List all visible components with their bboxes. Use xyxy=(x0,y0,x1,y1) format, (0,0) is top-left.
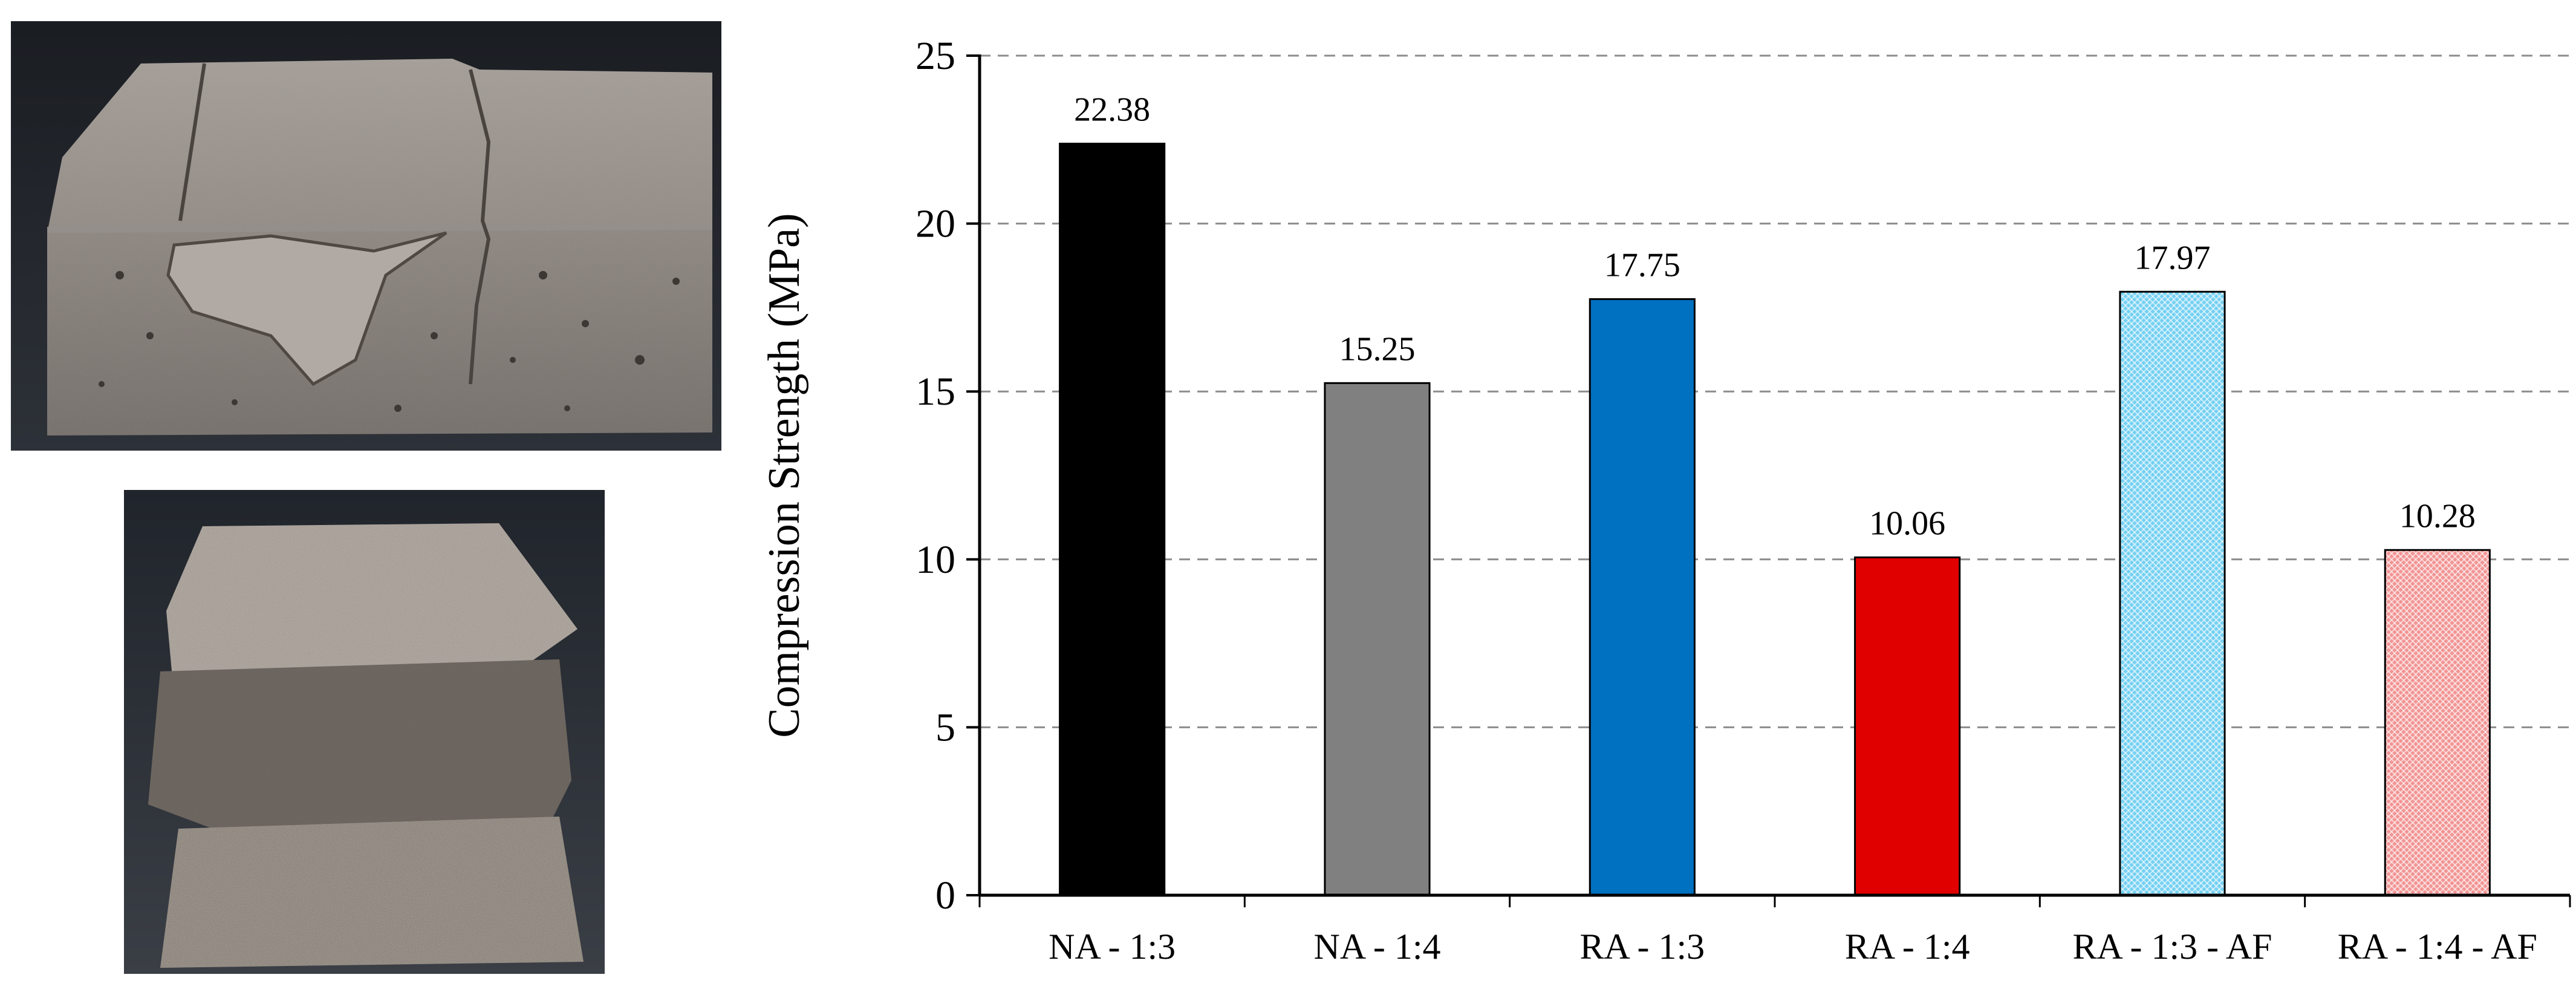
bar-2 xyxy=(1324,382,1431,896)
y-tick-label: 15 xyxy=(916,370,955,414)
bar-chart-svg: 0 5 10 15 20 25 22.38 NA - 1:3 15.25 NA - 1:4 17.7… xyxy=(759,34,2571,967)
bar-5 xyxy=(2119,290,2226,896)
category-label-3: RA - 1:3 xyxy=(1579,927,1705,967)
category-label-1: NA - 1:3 xyxy=(1049,927,1176,967)
axes xyxy=(966,54,2571,907)
category-label-2: NA - 1:4 xyxy=(1314,927,1441,967)
bar-3 xyxy=(1589,298,1696,896)
data-label-5: 17.97 xyxy=(2135,239,2211,276)
gridlines xyxy=(980,54,2570,728)
category-label-6: RA - 1:4 - AF xyxy=(2338,927,2537,967)
bar-4 xyxy=(1854,556,1961,896)
y-axis-title: Compression Strength (MPa) xyxy=(759,213,809,737)
bar-6 xyxy=(2384,549,2491,896)
y-tick-label: 20 xyxy=(916,202,955,246)
data-label-2: 15.25 xyxy=(1339,330,1416,368)
compression-strength-chart: 0 5 10 15 20 25 22.38 NA - 1:3 15.25 NA - 1:4 17.7… xyxy=(726,0,2576,992)
bar-1 xyxy=(1059,142,1166,896)
data-label-1: 22.38 xyxy=(1074,91,1150,128)
crushed-mortar-prism-photo xyxy=(124,490,605,974)
cracked-mortar-prism-photo xyxy=(11,21,721,451)
category-label-4: RA - 1:4 xyxy=(1845,927,1970,967)
y-tick-label: 10 xyxy=(916,538,955,582)
bars xyxy=(1059,142,2491,896)
y-tick-label: 5 xyxy=(935,705,955,749)
data-label-3: 17.75 xyxy=(1604,247,1680,284)
data-label-6: 10.28 xyxy=(2399,497,2476,535)
y-tick-label: 0 xyxy=(935,873,955,918)
labels: 0 5 10 15 20 25 22.38 NA - 1:3 15.25 NA - 1:4 17.7… xyxy=(916,34,2537,967)
crushed-prism-illustration xyxy=(124,490,605,974)
cracked-prism-illustration xyxy=(11,21,721,451)
y-tick-label: 25 xyxy=(916,34,955,78)
category-label-5: RA - 1:3 - AF xyxy=(2072,927,2272,967)
data-label-4: 10.06 xyxy=(1869,504,1945,542)
